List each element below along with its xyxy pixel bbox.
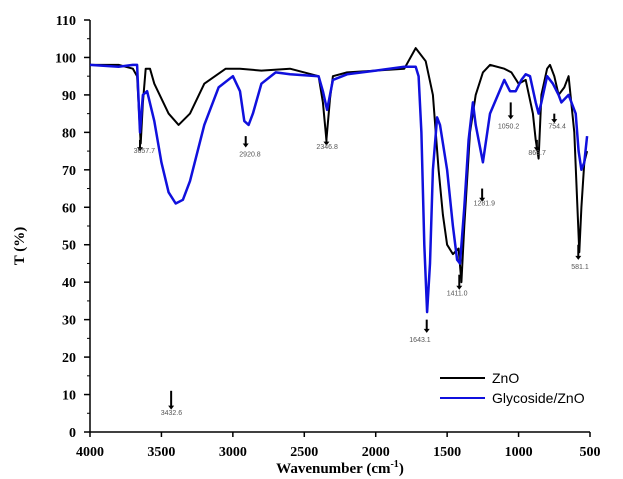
series-line-zno — [90, 47, 589, 284]
x-axis: 4000 3500 3000 2500 2000 1500 1000 500 — [76, 431, 601, 460]
peak-label: 1643.1 — [409, 337, 431, 344]
y-axis: 0 10 20 30 40 50 60 70 80 90 100 110 — [55, 14, 91, 441]
x-axis-title: Wavenumber (cm-1) — [276, 459, 404, 477]
x-axis-title-sup: -1 — [390, 459, 398, 470]
peak-arrowhead — [242, 143, 249, 148]
y-tick-label: 30 — [62, 314, 76, 329]
peak-arrowhead — [137, 147, 143, 152]
peak-arrowhead — [423, 328, 430, 333]
peak-arrowhead — [533, 147, 540, 152]
y-axis-title: T (%) — [12, 227, 28, 265]
peak-arrowhead — [507, 115, 514, 120]
peak-label: 754.4 — [548, 124, 566, 131]
peak-label: 581.1 — [571, 264, 589, 271]
y-tick-label: 110 — [56, 14, 76, 29]
peak-arrowhead — [456, 285, 463, 290]
legend: ZnO Glycoside/ZnO — [440, 370, 585, 406]
peak-label: 3657.7 — [134, 148, 156, 155]
y-tick-label: 60 — [62, 201, 76, 216]
x-axis-title-end: ) — [399, 461, 404, 477]
legend-label-zno: ZnO — [492, 370, 519, 386]
y-tick-label: 0 — [69, 426, 76, 441]
x-axis-title-main: Wavenumber (cm — [276, 461, 391, 477]
y-tick-label: 90 — [62, 89, 76, 104]
peak-label: 869.7 — [528, 150, 546, 157]
x-tick-label: 3500 — [147, 445, 175, 460]
peak-arrowhead — [551, 119, 558, 124]
y-tick-label: 50 — [62, 239, 76, 254]
x-tick-label: 2500 — [290, 445, 318, 460]
x-tick-label: 3000 — [219, 445, 247, 460]
x-tick-label: 500 — [580, 445, 601, 460]
y-tick-label: 40 — [62, 276, 76, 291]
peak-label: 1281.9 — [474, 200, 496, 207]
y-tick-label: 100 — [55, 51, 76, 66]
legend-label-glycoside-zno: Glycoside/ZnO — [492, 390, 585, 406]
y-tick-label: 70 — [62, 164, 76, 179]
series-line-glycoside-zno — [89, 63, 589, 314]
y-tick-label: 20 — [62, 351, 76, 366]
y-tick-label: 10 — [62, 389, 76, 404]
peak-arrowhead — [575, 255, 582, 260]
peak-annotations: 3657.7 2920.8 2346.8 1643.1 1411.0 1281.9 1050… — [134, 102, 589, 417]
peak-arrowhead — [168, 405, 175, 410]
x-tick-label: 1500 — [433, 445, 461, 460]
series-lines — [89, 47, 589, 314]
x-tick-label: 2000 — [362, 445, 390, 460]
x-tick-label: 1000 — [505, 445, 533, 460]
peak-arrowhead — [323, 141, 330, 146]
peak-label: 2920.8 — [239, 152, 261, 159]
peak-label: 3432.6 — [161, 410, 183, 417]
peak-arrowhead — [479, 197, 486, 202]
x-tick-label: 4000 — [76, 445, 104, 460]
peak-label: 2346.8 — [316, 144, 338, 151]
peak-label: 1411.0 — [447, 290, 468, 297]
y-tick-label: 80 — [62, 126, 76, 141]
peak-label: 1050.2 — [498, 124, 520, 131]
